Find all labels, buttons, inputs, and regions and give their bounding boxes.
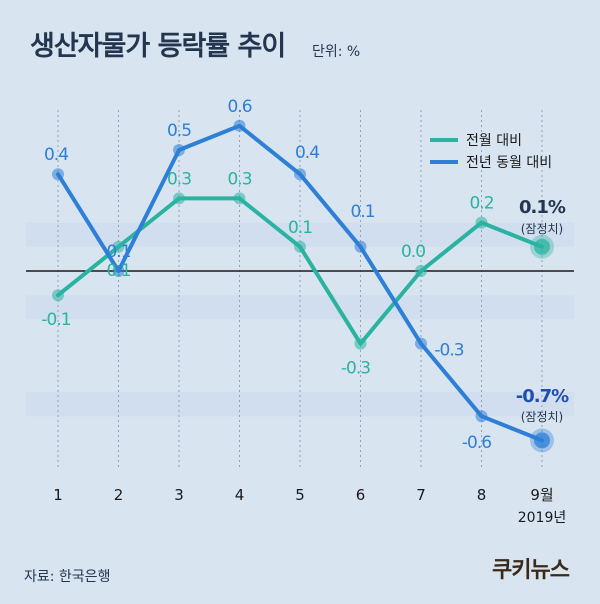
point-mom-3 (233, 192, 246, 205)
data-label-yoy-4: 0.4 (295, 143, 319, 163)
point-yoy-8 (534, 432, 550, 449)
data-label-yoy-6: -0.3 (434, 341, 463, 361)
point-yoy-6 (415, 337, 427, 350)
point-mom-5 (354, 337, 367, 350)
data-label-yoy-5: 0.1 (350, 202, 374, 222)
x-tick-label-4: 5 (295, 486, 305, 504)
data-label-yoy-2: 0.5 (167, 121, 191, 141)
data-label-yoy-3: 0.6 (227, 97, 251, 117)
data-label-yoy-0: 0.4 (44, 145, 68, 165)
point-yoy-5 (354, 240, 367, 253)
data-label-mom-3: 0.3 (227, 169, 251, 189)
data-label-mom-0: -0.1 (41, 310, 70, 330)
point-yoy-4 (294, 168, 306, 181)
data-label-mom-8: 0.1% (519, 197, 566, 218)
point-mom-6 (415, 265, 427, 277)
point-mom-4 (294, 240, 306, 253)
provisional-note-mom: (잠정치) (521, 222, 563, 236)
x-tick-label-1: 2 (114, 486, 124, 504)
unit-label: 단위: % (312, 44, 361, 60)
brand-logo: 쿠키뉴스 (492, 552, 570, 584)
data-label-mom-7: 0.2 (469, 194, 493, 214)
legend-label-0: 전월 대비 (466, 133, 522, 149)
point-mom-8 (534, 238, 550, 255)
point-yoy-0 (52, 168, 64, 181)
point-yoy-3 (233, 119, 246, 132)
x-tick-label-2: 3 (174, 486, 184, 504)
data-label-mom-1: 0.1 (106, 261, 130, 281)
point-mom-0 (52, 289, 64, 302)
source-note: 자료: 한국은행 (24, 569, 111, 585)
point-mom-7 (475, 216, 488, 229)
data-label-yoy-1: 0.1 (106, 242, 130, 262)
point-mom-2 (173, 192, 185, 205)
data-label-yoy-7: -0.6 (462, 433, 491, 453)
data-label-mom-5: -0.3 (341, 359, 370, 379)
data-label-mom-4: 0.1 (288, 218, 312, 238)
x-tick-label-5: 6 (356, 486, 366, 504)
data-label-mom-6: 0.0 (401, 242, 425, 262)
point-yoy-1 (112, 265, 125, 277)
x-tick-label-3: 4 (235, 486, 245, 504)
provisional-note-yoy: (잠정치) (521, 410, 563, 424)
x-tick-label-7: 8 (477, 486, 487, 504)
x-tick-label-8: 9월 (530, 486, 553, 504)
legend-label-1: 전년 동월 대비 (466, 155, 552, 171)
chart-title: 생산자물가 등락률 추이 (30, 31, 286, 62)
point-yoy-7 (475, 410, 488, 423)
data-label-yoy-8: -0.7% (516, 386, 569, 407)
data-label-mom-2: 0.3 (167, 169, 191, 189)
x-tick-sublabel-year: 2019년 (518, 510, 567, 526)
point-mom-1 (112, 240, 125, 253)
logo-text: 쿠키뉴스 (492, 558, 570, 583)
x-tick-label-6: 7 (416, 486, 426, 504)
x-tick-label-0: 1 (53, 486, 63, 504)
point-yoy-2 (173, 144, 185, 156)
